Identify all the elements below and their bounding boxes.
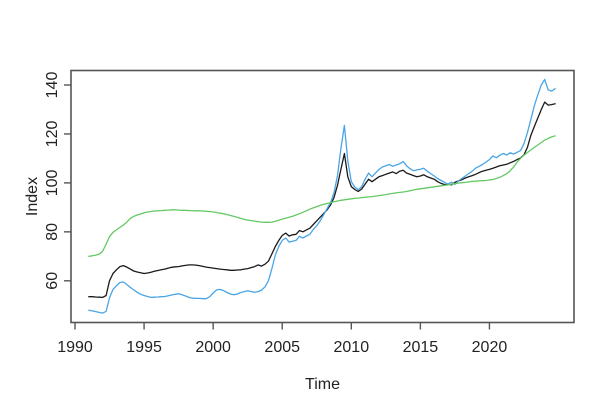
x-tick-label: 2005 xyxy=(264,339,300,356)
x-tick-label: 1990 xyxy=(57,339,93,356)
plot-box xyxy=(70,69,575,324)
green-line xyxy=(88,135,556,257)
y-tick-label: 60 xyxy=(44,272,61,290)
x-axis-title: Time xyxy=(305,376,340,393)
y-tick-label: 100 xyxy=(44,169,61,196)
y-tick-label: 80 xyxy=(44,223,61,241)
black-line xyxy=(88,101,556,299)
blue-line xyxy=(88,78,556,314)
y-tick-label: 120 xyxy=(44,121,61,148)
x-tick-label: 2020 xyxy=(472,339,508,356)
y-axis-title: Index xyxy=(24,177,41,216)
x-tick-label: 2010 xyxy=(334,339,370,356)
x-tick-label: 2015 xyxy=(403,339,439,356)
x-tick-label: 1995 xyxy=(126,339,162,356)
x-tick-label: 2000 xyxy=(195,339,231,356)
y-tick-label: 140 xyxy=(44,72,61,99)
